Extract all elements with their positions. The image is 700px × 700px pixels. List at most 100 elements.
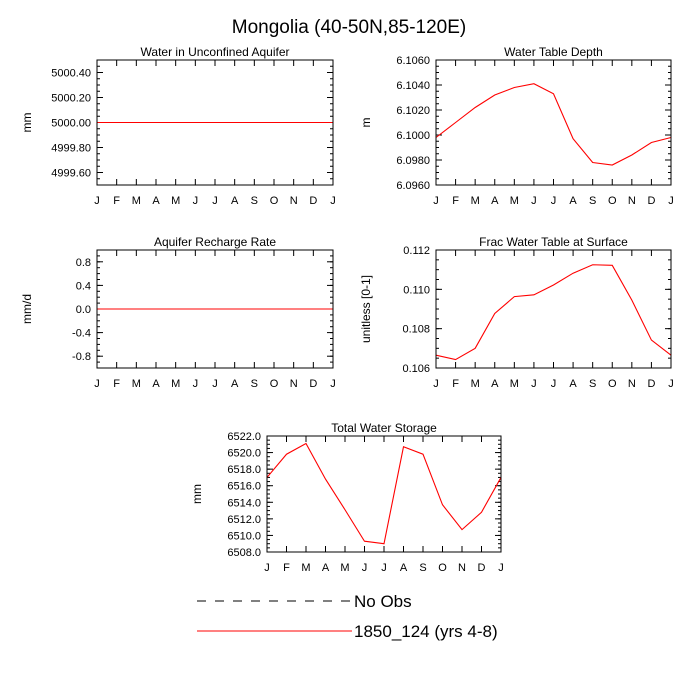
x-tick-label: F bbox=[452, 195, 459, 207]
x-tick-label: M bbox=[301, 562, 310, 574]
x-tick-label: J bbox=[531, 378, 537, 390]
y-tick-label: 5000.40 bbox=[51, 68, 91, 80]
y-tick-label: 6518.0 bbox=[227, 464, 261, 476]
x-tick-label: J bbox=[668, 195, 674, 207]
y-axis-label: mm/d bbox=[20, 294, 34, 324]
x-tick-label: D bbox=[309, 195, 317, 207]
x-tick-label: J bbox=[551, 378, 557, 390]
plot-frame bbox=[266, 435, 502, 553]
panel-title: Water Table Depth bbox=[504, 45, 603, 59]
y-tick-label: 6516.0 bbox=[227, 481, 261, 493]
x-tick-label: J bbox=[94, 378, 100, 390]
x-tick-label: N bbox=[458, 562, 466, 574]
x-tick-label: A bbox=[491, 378, 499, 390]
y-tick-label: 6520.0 bbox=[227, 448, 261, 460]
x-tick-label: M bbox=[132, 378, 141, 390]
panel-1: Water in Unconfined Aquifer mm 4999.60 4999… bbox=[20, 45, 336, 207]
plot-frame bbox=[435, 59, 672, 186]
x-tick-label: J bbox=[381, 562, 387, 574]
x-tick-label: F bbox=[113, 195, 120, 207]
y-tick-label: 4999.60 bbox=[51, 168, 91, 180]
x-tick-label: O bbox=[438, 562, 447, 574]
y-tick-label: 0.8 bbox=[76, 257, 91, 269]
x-tick-label: S bbox=[419, 562, 426, 574]
x-tick-label: N bbox=[290, 378, 298, 390]
x-tick-label: M bbox=[171, 378, 180, 390]
x-tick-label: J bbox=[551, 195, 557, 207]
x-tick-label: J bbox=[212, 195, 218, 207]
y-tick-label: -0.4 bbox=[72, 328, 91, 340]
x-tick-label: M bbox=[510, 195, 519, 207]
y-tick-label: 0.0 bbox=[76, 304, 91, 316]
y-axis-label: mm bbox=[190, 484, 204, 504]
series-line bbox=[266, 442, 502, 545]
x-tick-label: D bbox=[647, 378, 655, 390]
y-axis-label: mm bbox=[20, 113, 34, 133]
x-tick-label: F bbox=[113, 378, 120, 390]
x-tick-label: S bbox=[589, 378, 596, 390]
y-tick-label: 6522.0 bbox=[227, 431, 261, 443]
y-tick-label: 6514.0 bbox=[227, 497, 261, 509]
x-tick-label: A bbox=[322, 562, 330, 574]
y-tick-label: 0.112 bbox=[403, 245, 430, 257]
x-tick-label: N bbox=[628, 195, 636, 207]
plot-frame bbox=[96, 249, 334, 369]
x-tick-label: J bbox=[668, 378, 674, 390]
y-axis-label: unitless [0-1] bbox=[359, 275, 373, 343]
y-tick-label: 5000.00 bbox=[51, 118, 91, 130]
x-tick-label: J bbox=[330, 195, 336, 207]
y-tick-label: 6508.0 bbox=[227, 547, 261, 559]
panel-title: Aquifer Recharge Rate bbox=[154, 235, 276, 249]
x-tick-label: D bbox=[478, 562, 486, 574]
x-tick-label: M bbox=[471, 378, 480, 390]
x-tick-label: D bbox=[309, 378, 317, 390]
y-tick-label: 0.106 bbox=[402, 363, 430, 375]
legend-label-model: 1850_124 (yrs 4-8) bbox=[354, 622, 498, 641]
x-tick-label: O bbox=[608, 378, 617, 390]
y-tick-label: 6510.0 bbox=[227, 530, 261, 542]
x-tick-label: J bbox=[212, 378, 218, 390]
panel-3: Aquifer Recharge Rate mm/d -0.8 -0.4 0.0 0.4 0… bbox=[20, 235, 336, 390]
x-tick-label: M bbox=[471, 195, 480, 207]
panel-title: Total Water Storage bbox=[331, 421, 437, 435]
y-tick-label: 6.0980 bbox=[396, 155, 430, 167]
y-tick-label: -0.8 bbox=[72, 351, 91, 363]
panel-5: Total Water Storage mm 6508.0 6510.0 6512.0 6… bbox=[190, 421, 504, 574]
x-tick-label: S bbox=[251, 195, 258, 207]
x-tick-label: J bbox=[362, 562, 368, 574]
series-line bbox=[435, 264, 672, 361]
x-tick-label: M bbox=[340, 562, 349, 574]
y-tick-label: 4999.80 bbox=[51, 143, 91, 155]
x-tick-label: A bbox=[400, 562, 408, 574]
x-tick-label: J bbox=[433, 378, 439, 390]
y-tick-label: 6.1000 bbox=[396, 130, 430, 142]
y-tick-label: 0.110 bbox=[403, 284, 430, 296]
x-tick-label: A bbox=[231, 195, 239, 207]
x-tick-label: A bbox=[152, 378, 160, 390]
panels: Water in Unconfined Aquifer mm 4999.60 4999… bbox=[20, 45, 674, 574]
panel-title: Frac Water Table at Surface bbox=[479, 235, 628, 249]
x-tick-label: A bbox=[491, 195, 499, 207]
plot-frame bbox=[96, 59, 334, 186]
panel-2: Water Table Depth m 6.0960 6.0980 6.1000 6.10… bbox=[359, 45, 674, 207]
y-tick-label: 6512.0 bbox=[227, 514, 261, 526]
x-tick-label: O bbox=[270, 378, 279, 390]
y-tick-label: 6.1060 bbox=[396, 55, 430, 67]
y-axis-label: m bbox=[359, 118, 373, 128]
x-tick-label: J bbox=[264, 562, 270, 574]
x-tick-label: M bbox=[510, 378, 519, 390]
x-tick-label: D bbox=[647, 195, 655, 207]
x-tick-label: N bbox=[290, 195, 298, 207]
legend: No Obs 1850_124 (yrs 4-8) bbox=[197, 592, 498, 641]
x-tick-label: J bbox=[330, 378, 336, 390]
x-tick-label: N bbox=[628, 378, 636, 390]
x-tick-label: J bbox=[531, 195, 537, 207]
series-line bbox=[435, 83, 672, 166]
x-tick-label: J bbox=[193, 378, 199, 390]
y-tick-label: 6.1020 bbox=[396, 105, 430, 117]
x-tick-label: M bbox=[132, 195, 141, 207]
y-tick-label: 5000.20 bbox=[51, 93, 91, 105]
x-tick-label: A bbox=[152, 195, 160, 207]
x-tick-label: A bbox=[569, 378, 577, 390]
